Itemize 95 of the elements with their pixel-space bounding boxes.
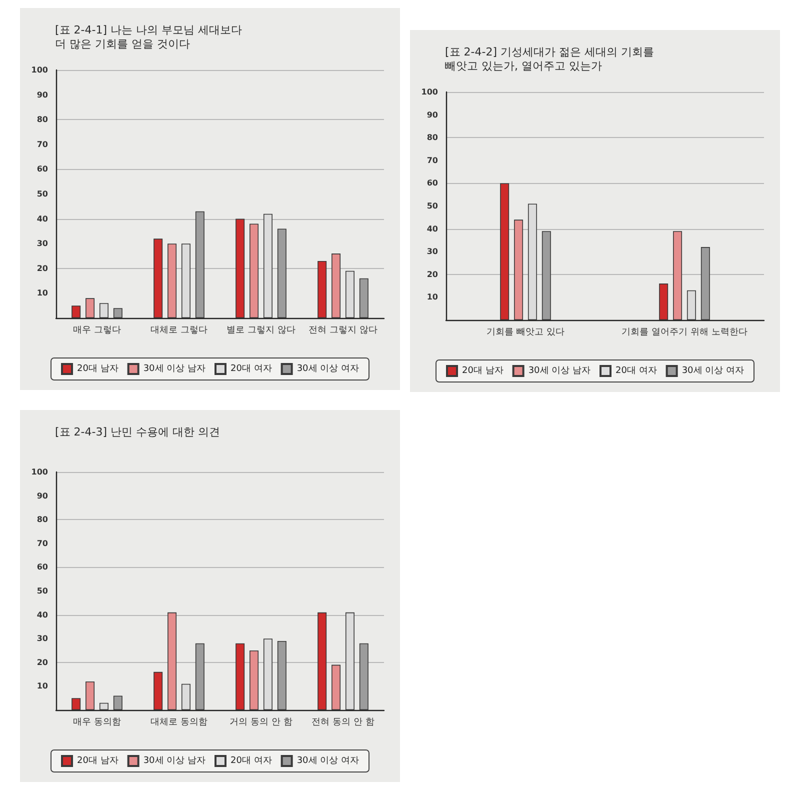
y-tick-label: 70 (36, 140, 48, 149)
bar (542, 231, 551, 320)
bar (318, 612, 327, 710)
y-tick-label: 40 (36, 610, 48, 620)
x-tick-label: 전혀 동의 안 함 (312, 718, 374, 728)
y-tick-label: 20 (426, 270, 438, 279)
y-tick-label: 60 (36, 562, 48, 572)
chart-title: [표 2-4-3] 난민 수용에 대한 의견 (55, 426, 220, 438)
y-tick-label: 90 (36, 90, 48, 100)
bar (195, 211, 204, 318)
legend-label: 20대 여자 (616, 366, 657, 376)
bar (99, 303, 108, 318)
bar (236, 643, 245, 710)
x-tick-label: 매우 동의함 (73, 718, 121, 728)
y-tick-label: 90 (426, 110, 438, 120)
bar (263, 638, 272, 710)
bar (345, 612, 354, 710)
legend-label: 20대 여자 (230, 756, 272, 766)
x-tick-label: 거의 동의 안 함 (230, 718, 292, 728)
y-tick-label: 70 (36, 538, 48, 548)
x-tick-label: 대체로 동의함 (150, 718, 208, 728)
bar (86, 298, 95, 318)
y-tick-label: 20 (36, 264, 48, 273)
bar (168, 244, 177, 318)
y-tick-label: 10 (36, 288, 48, 298)
bar (359, 278, 368, 318)
bar (250, 650, 259, 710)
legend-label: 20대 남자 (77, 364, 118, 374)
legend-label: 30세 이상 여자 (296, 756, 359, 766)
x-tick-label: 기회를 빼앗고 있다 (486, 328, 564, 338)
bar (332, 254, 341, 318)
bar (673, 231, 682, 320)
y-tick-label: 30 (36, 239, 48, 248)
y-tick-label: 100 (31, 66, 48, 74)
x-tick-label: 매우 그렇다 (73, 326, 121, 336)
bar (154, 238, 163, 318)
bar (236, 218, 245, 318)
bar (72, 306, 81, 318)
bar (528, 204, 537, 320)
y-tick-label: 20 (36, 658, 48, 667)
x-tick-label: 대체로 그렇다 (150, 326, 208, 336)
y-tick-label: 80 (36, 515, 48, 524)
y-tick-label: 10 (426, 292, 438, 302)
bar (72, 698, 81, 710)
bar (168, 612, 177, 710)
legend-label: 30세 이상 남자 (528, 366, 591, 376)
bar (686, 290, 696, 320)
legend-label: 20대 남자 (77, 756, 118, 766)
bar (332, 664, 341, 710)
y-tick-label: 30 (426, 247, 438, 256)
bar (113, 308, 122, 318)
bar (181, 244, 190, 318)
y-tick-label: 40 (426, 224, 438, 234)
y-tick-label: 50 (426, 202, 438, 210)
bar (195, 643, 204, 710)
chart-title: [표 2-4-1] 나는 나의 부모님 세대보다 더 많은 기회를 얻을 것이다 (55, 24, 242, 50)
bar (359, 643, 368, 710)
bar (181, 684, 190, 710)
y-tick-label: 100 (31, 468, 48, 476)
bar (514, 220, 524, 320)
bar (659, 284, 668, 320)
bar (99, 702, 108, 710)
bar (500, 183, 510, 320)
bar (86, 681, 95, 710)
y-tick-label: 90 (36, 491, 48, 500)
y-tick-label: 80 (426, 133, 438, 142)
bar (154, 672, 163, 710)
y-tick-label: 30 (36, 634, 48, 644)
bar (318, 260, 327, 318)
x-tick-label: 기회를 열어주기 위해 노력한다 (622, 328, 748, 338)
y-tick-label: 70 (426, 156, 438, 165)
y-tick-label: 50 (36, 190, 48, 198)
legend-label: 30세 이상 남자 (143, 756, 206, 766)
legend-label: 20대 여자 (230, 364, 272, 374)
legend-label: 30세 이상 여자 (296, 364, 359, 374)
bar (345, 270, 354, 318)
chart-title: [표 2-4-2] 기성세대가 젊은 세대의 기회를 빼앗고 있는가, 열어주고 있는가 (445, 46, 654, 72)
y-tick-label: 80 (36, 115, 48, 124)
bar (700, 247, 710, 320)
y-tick-label: 40 (36, 214, 48, 224)
y-tick-label: 50 (36, 586, 48, 596)
y-tick-label: 100 (421, 88, 438, 96)
y-tick-label: 10 (36, 682, 48, 691)
x-tick-label: 전혀 그렇지 않다 (308, 326, 378, 336)
y-tick-label: 60 (426, 178, 438, 188)
legend-label: 30세 이상 여자 (682, 366, 744, 376)
bar (113, 696, 122, 710)
bar (277, 228, 286, 318)
bar (277, 640, 286, 710)
y-tick-label: 60 (36, 164, 48, 174)
legend-label: 30세 이상 남자 (143, 364, 206, 374)
bar (250, 224, 259, 318)
bar (263, 214, 272, 318)
legend-label: 20대 남자 (462, 366, 504, 376)
x-tick-label: 별로 그렇지 않다 (226, 326, 296, 336)
